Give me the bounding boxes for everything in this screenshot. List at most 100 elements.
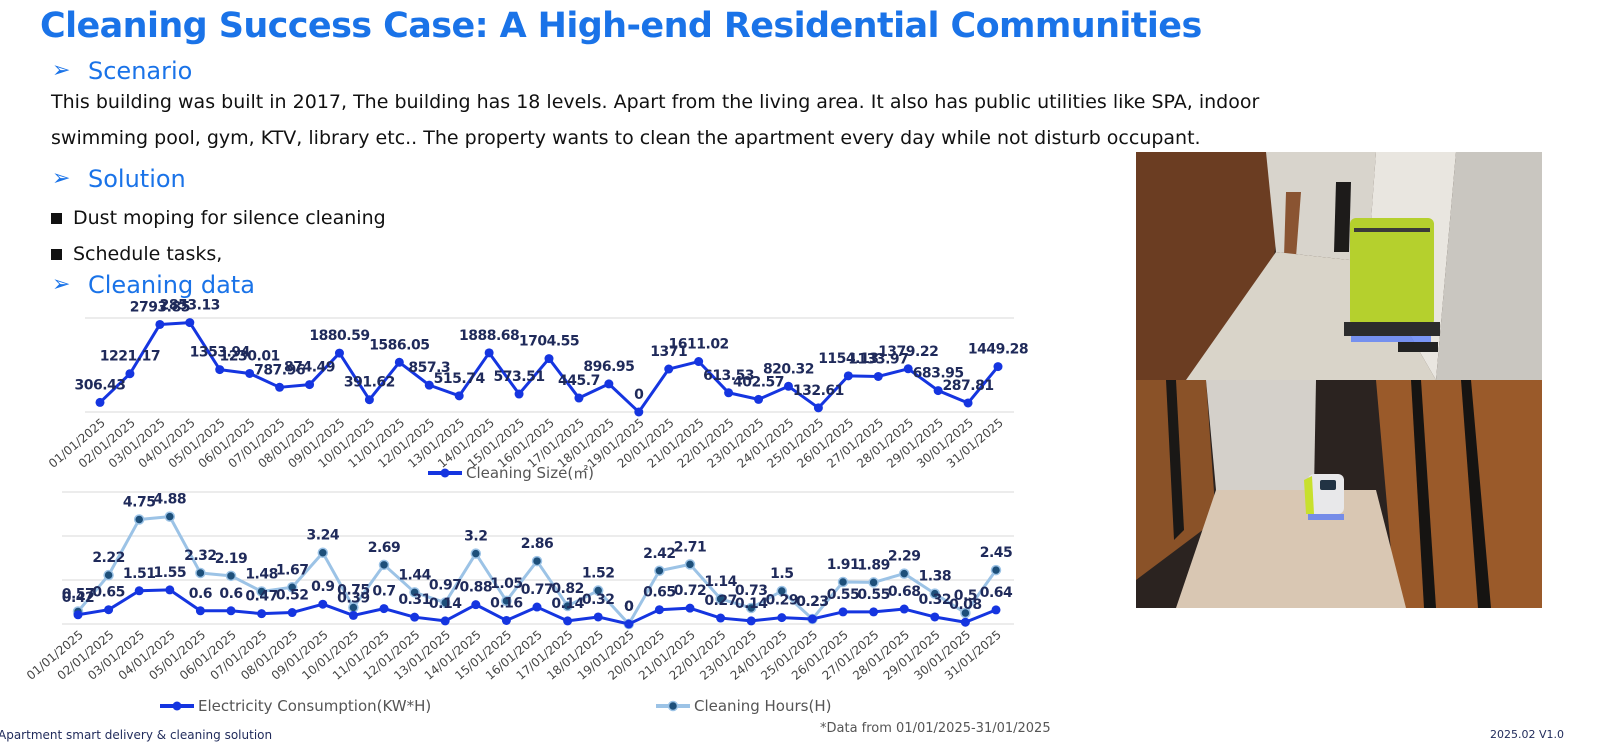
data-label: 402.57 — [733, 374, 784, 390]
cleaning-data-heading: ➢ Cleaning data — [52, 270, 255, 300]
data-point — [873, 371, 883, 381]
page-title: Cleaning Success Case: A High-end Reside… — [40, 6, 1202, 46]
data-point — [287, 608, 297, 618]
data-label: 0.55 — [827, 587, 860, 603]
data-label: 1449.28 — [968, 342, 1028, 358]
data-point — [754, 394, 764, 404]
data-label: 4.88 — [154, 492, 187, 508]
data-point — [562, 600, 573, 612]
data-label: 896.95 — [583, 359, 634, 375]
data-point — [470, 548, 482, 559]
data-point — [654, 565, 665, 577]
data-point — [501, 595, 512, 607]
data-point — [933, 386, 943, 396]
data-label: 2.32 — [184, 548, 217, 564]
data-label: 0.6 — [219, 586, 242, 602]
data-point — [215, 365, 225, 375]
data-point — [95, 397, 105, 407]
data-label: 0.52 — [276, 588, 309, 604]
data-point — [684, 559, 696, 570]
data-point — [305, 380, 315, 390]
data-point — [164, 511, 176, 522]
data-label: 820.32 — [763, 361, 814, 377]
data-label: 1371 — [650, 344, 687, 360]
data-label: 132.61 — [793, 383, 844, 399]
data-point — [394, 357, 404, 367]
data-label: 2.45 — [980, 545, 1013, 561]
data-point — [929, 588, 941, 599]
data-label: 0.16 — [490, 595, 523, 611]
data-point — [134, 586, 144, 596]
data-label: 515.74 — [434, 371, 486, 387]
data-point — [286, 582, 298, 593]
data-point — [783, 381, 793, 391]
data-label: 1230.01 — [220, 348, 280, 364]
data-point — [364, 395, 374, 405]
data-label: 857.3 — [408, 360, 450, 376]
data-point — [484, 348, 494, 358]
solution-heading-label: Solution — [88, 165, 186, 193]
legend-swatch-dot — [172, 701, 182, 711]
data-point — [746, 616, 756, 626]
scenario-heading-label: Scenario — [88, 57, 193, 85]
data-label: 0 — [624, 599, 634, 615]
data-label: 1.89 — [857, 557, 890, 573]
data-label: 0.7 — [372, 584, 395, 600]
data-label: 2853.13 — [160, 298, 220, 314]
data-point — [133, 514, 145, 525]
data-label: 1.55 — [154, 565, 187, 581]
square-bullet-icon — [51, 212, 62, 224]
data-point — [664, 364, 674, 374]
data-label: 1586.05 — [369, 337, 429, 353]
solution-bullet: Schedule tasks, — [51, 240, 222, 268]
data-label: 0.73 — [735, 583, 768, 599]
data-label: 0.55 — [857, 587, 890, 603]
data-label: 0.97 — [429, 578, 462, 594]
data-label: 0.9 — [311, 579, 334, 595]
legend-label: Electricity Consumption(KW*H) — [198, 697, 431, 715]
data-label: 1221.17 — [100, 349, 160, 365]
data-label: 0.65 — [643, 585, 676, 601]
data-label: 2.22 — [92, 550, 125, 566]
data-point — [807, 614, 817, 624]
data-label: 0.42 — [62, 590, 95, 606]
data-label: 0.47 — [245, 589, 278, 605]
data-point — [409, 587, 420, 598]
data-point — [898, 568, 910, 579]
data-point — [991, 605, 1001, 615]
data-point — [73, 610, 83, 620]
data-point — [195, 567, 206, 579]
data-label: 0.27 — [704, 593, 737, 609]
data-label: 1.48 — [245, 566, 278, 582]
data-label: 0.82 — [551, 581, 584, 597]
data-label: 0.72 — [674, 583, 707, 599]
data-point — [103, 569, 114, 581]
data-label: 2.69 — [368, 540, 401, 556]
data-label: 0.88 — [460, 580, 493, 596]
data-label: 0.23 — [796, 594, 829, 610]
data-label: 0.08 — [949, 597, 982, 613]
data-point — [544, 354, 554, 364]
data-label: 2.71 — [674, 539, 707, 555]
data-label: 1704.55 — [519, 334, 579, 350]
data-point — [990, 564, 1002, 576]
data-point — [960, 607, 971, 619]
data-point — [574, 393, 584, 403]
data-label: 2.19 — [215, 551, 248, 567]
data-point — [185, 318, 195, 328]
robot-corridor-photo — [1136, 152, 1542, 380]
robot-hallway-photo — [1136, 380, 1542, 608]
data-point — [838, 607, 848, 617]
data-point — [378, 559, 390, 571]
data-point — [104, 605, 114, 615]
arrow-bullet-icon: ➢ — [52, 58, 71, 83]
data-point — [624, 619, 634, 629]
data-point — [317, 547, 329, 558]
data-label: 0.77 — [521, 582, 554, 598]
square-bullet-icon — [51, 248, 62, 260]
data-label: 874.49 — [284, 360, 335, 376]
legend-swatch-dot — [440, 468, 450, 478]
data-point — [715, 593, 726, 605]
data-point — [903, 364, 913, 374]
data-point — [930, 612, 940, 622]
